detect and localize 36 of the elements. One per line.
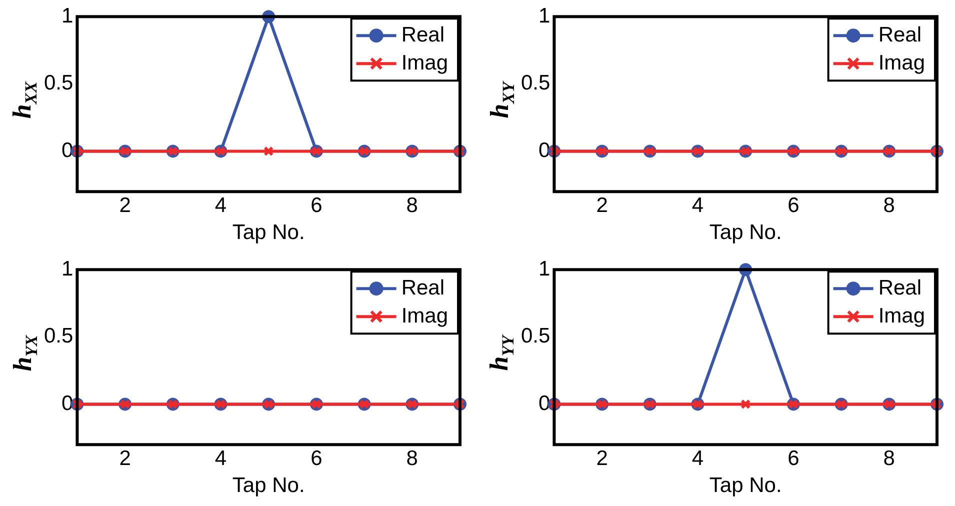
y-tick-label: 1	[62, 257, 74, 280]
x-tick-label: 2	[596, 446, 608, 470]
y-tick-label: 0.5	[520, 72, 550, 95]
x-tick-label: 4	[692, 194, 704, 217]
legend-label: Real	[401, 276, 445, 300]
x-axis-title: Tap No.	[232, 474, 305, 498]
x-tick-label: 6	[788, 194, 800, 217]
x-tick-label: 2	[119, 446, 131, 470]
x-tick-label: 2	[119, 194, 131, 217]
y-tick-label: 0.5	[520, 324, 550, 348]
x-tick-label: 4	[214, 194, 227, 217]
x-axis-title: Tap No.	[709, 221, 782, 244]
x-tick-label: 8	[406, 446, 418, 470]
x-tick-label: 8	[883, 446, 895, 470]
legend-label: Imag	[878, 304, 925, 328]
x-axis-title: Tap No.	[232, 221, 305, 244]
legend-label: Imag	[401, 304, 448, 328]
legend-label: Real	[878, 23, 922, 46]
x-tick-label: 6	[310, 446, 322, 470]
y-tick-label: 0.5	[44, 72, 74, 95]
legend-label: Imag	[878, 51, 925, 74]
x-tick-label: 8	[406, 194, 418, 217]
x-axis-title: Tap No.	[709, 474, 782, 498]
x-tick-label: 8	[883, 194, 895, 217]
y-tick-label: 1	[62, 4, 74, 28]
x-tick-label: 2	[596, 194, 608, 217]
x-tick-label: 6	[310, 194, 322, 217]
x-tick-label: 4	[214, 446, 227, 470]
legend-label: Real	[878, 276, 922, 300]
x-tick-label: 6	[788, 446, 800, 470]
y-tick-label: 1	[538, 257, 550, 280]
legend-label: Imag	[401, 51, 448, 74]
y-tick-label: 0.5	[44, 324, 74, 348]
y-tick-label: 1	[538, 4, 550, 28]
legend-label: Real	[401, 23, 445, 46]
x-tick-label: 4	[692, 446, 704, 470]
